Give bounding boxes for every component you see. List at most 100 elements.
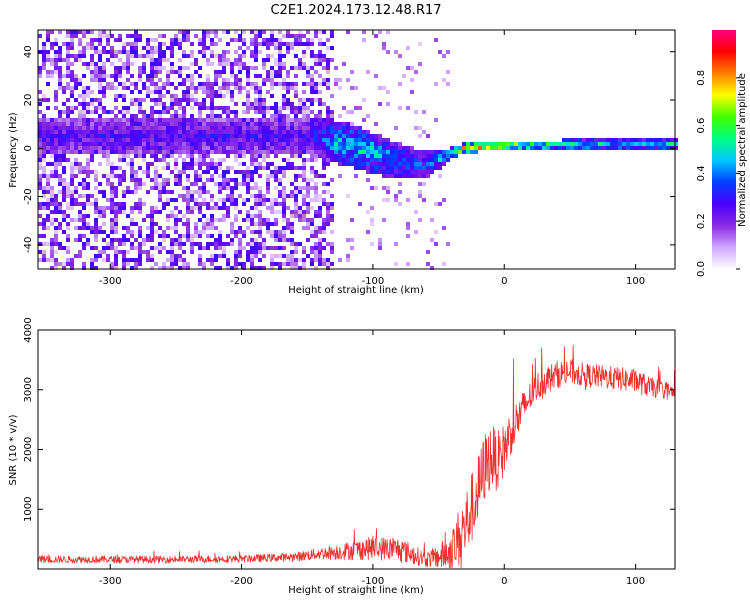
heatmap-cell bbox=[138, 242, 142, 246]
heatmap-cell bbox=[486, 146, 490, 150]
heatmap-cell bbox=[246, 250, 250, 254]
heatmap-cell bbox=[38, 234, 42, 238]
heatmap-cell bbox=[106, 174, 110, 178]
heatmap-cell bbox=[218, 74, 222, 78]
heatmap-cell bbox=[206, 246, 210, 250]
heatmap-cell bbox=[558, 146, 562, 150]
heatmap-cell bbox=[322, 130, 326, 134]
heatmap-cell bbox=[326, 142, 330, 146]
heatmap-cell bbox=[306, 74, 310, 78]
heatmap-cell bbox=[126, 34, 130, 38]
heatmap-cell bbox=[410, 66, 414, 70]
heatmap-cell bbox=[190, 194, 194, 198]
heatmap-cell bbox=[130, 46, 134, 50]
heatmap-cell bbox=[202, 158, 206, 162]
heatmap-cell bbox=[302, 106, 306, 110]
heatmap-cell bbox=[178, 38, 182, 42]
heatmap-cell bbox=[98, 118, 102, 122]
heatmap-cell bbox=[254, 146, 258, 150]
heatmap-cell bbox=[114, 206, 118, 210]
heatmap-cell bbox=[218, 114, 222, 118]
heatmap-cell bbox=[242, 86, 246, 90]
heatmap-cell bbox=[170, 266, 174, 270]
heatmap-cell bbox=[446, 150, 450, 154]
heatmap-cell bbox=[278, 82, 282, 86]
heatmap-cell bbox=[66, 50, 70, 54]
heatmap-cell bbox=[470, 150, 474, 154]
colorbar-gradient bbox=[712, 30, 736, 269]
heatmap-cell bbox=[74, 254, 78, 258]
heatmap-cell bbox=[254, 230, 258, 234]
heatmap-cell bbox=[342, 150, 346, 154]
heatmap-cell bbox=[166, 226, 170, 230]
heatmap-cell bbox=[166, 214, 170, 218]
heatmap-cell bbox=[266, 246, 270, 250]
heatmap-cell bbox=[170, 198, 174, 202]
heatmap-cell bbox=[322, 198, 326, 202]
heatmap-cell bbox=[302, 54, 306, 58]
heatmap-cell bbox=[130, 266, 134, 270]
heatmap-cell bbox=[70, 90, 74, 94]
heatmap-cell bbox=[406, 198, 410, 202]
heatmap-cell bbox=[138, 98, 142, 102]
heatmap-cell bbox=[186, 202, 190, 206]
heatmap-cell bbox=[250, 102, 254, 106]
heatmap-cell bbox=[314, 186, 318, 190]
y-tick-label: -40 bbox=[23, 237, 34, 253]
heatmap-cell bbox=[134, 246, 138, 250]
heatmap-cell bbox=[290, 242, 294, 246]
heatmap-cell bbox=[366, 210, 370, 214]
heatmap-cell bbox=[110, 266, 114, 270]
heatmap-cell bbox=[278, 166, 282, 170]
heatmap-cell bbox=[226, 86, 230, 90]
heatmap-cell bbox=[202, 122, 206, 126]
heatmap-cell bbox=[110, 218, 114, 222]
heatmap-cell bbox=[150, 46, 154, 50]
heatmap-cell bbox=[82, 98, 86, 102]
heatmap-cell bbox=[426, 150, 430, 154]
heatmap-cell bbox=[102, 258, 106, 262]
heatmap-cell bbox=[306, 118, 310, 122]
heatmap-cell bbox=[234, 214, 238, 218]
heatmap-cell bbox=[118, 174, 122, 178]
heatmap-cell bbox=[150, 38, 154, 42]
heatmap-cell bbox=[326, 122, 330, 126]
heatmap-cell bbox=[82, 62, 86, 66]
heatmap-cell bbox=[178, 242, 182, 246]
heatmap-cell bbox=[118, 122, 122, 126]
heatmap-cell bbox=[322, 166, 326, 170]
heatmap-cell bbox=[326, 266, 330, 270]
heatmap-cell bbox=[110, 50, 114, 54]
heatmap-cell bbox=[94, 142, 98, 146]
heatmap-cell bbox=[90, 78, 94, 82]
heatmap-cell bbox=[274, 122, 278, 126]
heatmap-cell bbox=[158, 118, 162, 122]
heatmap-cell bbox=[634, 142, 638, 146]
heatmap-cell bbox=[306, 254, 310, 258]
heatmap-cell bbox=[186, 210, 190, 214]
heatmap-cell bbox=[498, 146, 502, 150]
heatmap-cell bbox=[90, 226, 94, 230]
heatmap-cell bbox=[254, 118, 258, 122]
heatmap-cell bbox=[194, 202, 198, 206]
heatmap-cell bbox=[162, 122, 166, 126]
heatmap-cell bbox=[162, 34, 166, 38]
heatmap-cell bbox=[298, 138, 302, 142]
heatmap-cell bbox=[246, 146, 250, 150]
heatmap-cell bbox=[406, 162, 410, 166]
heatmap-cell bbox=[62, 262, 66, 266]
heatmap-cell bbox=[242, 162, 246, 166]
heatmap-cell bbox=[54, 162, 58, 166]
heatmap-cell bbox=[294, 82, 298, 86]
heatmap-cell bbox=[62, 246, 66, 250]
heatmap-cell bbox=[78, 118, 82, 122]
heatmap-cell bbox=[94, 266, 98, 270]
heatmap-cell bbox=[374, 166, 378, 170]
heatmap-cell bbox=[66, 62, 70, 66]
heatmap-cell bbox=[298, 98, 302, 102]
heatmap-cell bbox=[114, 194, 118, 198]
heatmap-cell bbox=[206, 58, 210, 62]
heatmap-cell bbox=[82, 186, 86, 190]
heatmap-cell bbox=[186, 230, 190, 234]
heatmap-cell bbox=[258, 234, 262, 238]
